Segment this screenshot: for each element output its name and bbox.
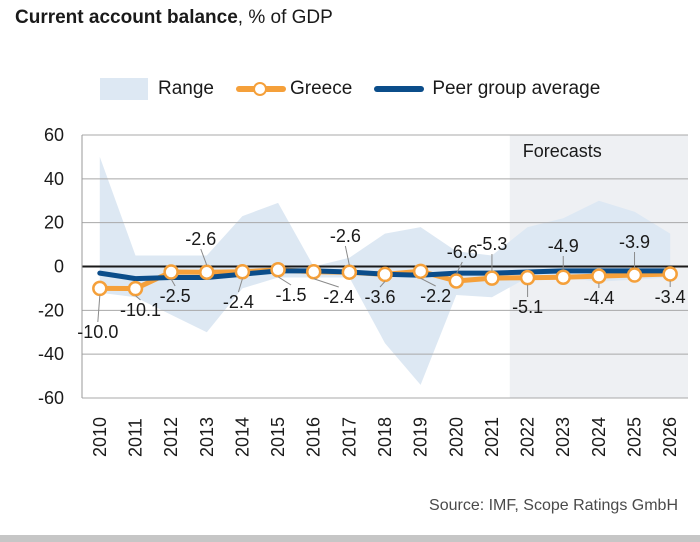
data-label-leader bbox=[344, 245, 350, 266]
data-label-leader bbox=[135, 295, 141, 301]
greece-point bbox=[163, 264, 179, 280]
chart-title-rest: , % of GDP bbox=[237, 7, 333, 28]
x-tick-label: 2025 bbox=[625, 417, 645, 457]
chart-title-bold: Current account balance bbox=[15, 7, 238, 28]
y-tick-label: -40 bbox=[38, 344, 64, 364]
y-tick-label: 60 bbox=[44, 125, 64, 145]
greece-point bbox=[591, 268, 607, 284]
greece-point bbox=[412, 263, 429, 280]
y-tick-label: 20 bbox=[44, 213, 64, 233]
chart-plot: 60 40 20 0 -20 -40 -60 Forecasts 2010 2011 2012 201… bbox=[38, 125, 688, 457]
source-note: Source: IMF, Scope Ratings GmbH bbox=[429, 497, 678, 514]
greece-point bbox=[484, 270, 500, 286]
legend-item-greece: Greece bbox=[236, 78, 352, 100]
y-tick-label: -60 bbox=[38, 388, 64, 408]
data-label-leader bbox=[237, 278, 243, 293]
greece-point bbox=[234, 264, 251, 280]
legend-item-range: Range bbox=[100, 78, 214, 100]
greece-point bbox=[305, 264, 322, 280]
forecast-label: Forecasts bbox=[523, 141, 602, 161]
greece-point bbox=[341, 264, 358, 280]
data-label-leader bbox=[277, 276, 292, 286]
y-tick-label: -20 bbox=[38, 300, 64, 320]
x-tick-label: 2021 bbox=[482, 417, 502, 457]
peer-swatch bbox=[374, 86, 425, 92]
x-tick-label: 2018 bbox=[375, 417, 395, 457]
x-tick-label: 2011 bbox=[125, 418, 145, 457]
greece-point bbox=[626, 267, 643, 283]
legend: Range Greece Peer group average bbox=[100, 74, 622, 104]
x-tick-label: 2020 bbox=[446, 417, 466, 457]
greece-point bbox=[555, 269, 571, 285]
greece-swatch bbox=[236, 78, 286, 100]
x-tick-label: 2023 bbox=[553, 417, 573, 457]
legend-label-range: Range bbox=[158, 78, 214, 99]
x-tick-label: 2010 bbox=[90, 417, 110, 457]
greece-point bbox=[127, 280, 144, 297]
data-label-leader bbox=[97, 295, 101, 323]
greece-data-label: -1.5 bbox=[276, 285, 307, 305]
data-label-leader bbox=[379, 281, 386, 288]
greece-data-label: -2.2 bbox=[420, 286, 451, 306]
greece-data-label: -4.4 bbox=[583, 288, 614, 308]
y-tick-label: 0 bbox=[54, 257, 64, 277]
greece-data-label: -10.1 bbox=[120, 300, 161, 320]
data-label-leader bbox=[200, 248, 208, 266]
greece-data-label: -3.4 bbox=[655, 287, 686, 307]
x-tick-label: 2012 bbox=[161, 417, 181, 457]
x-tick-label: 2016 bbox=[304, 417, 324, 457]
greece-point bbox=[519, 269, 536, 286]
greece-data-label: -2.5 bbox=[160, 286, 191, 306]
x-tick-label: 2013 bbox=[197, 417, 217, 457]
bottom-divider bbox=[0, 535, 700, 542]
legend-item-peer: Peer group average bbox=[374, 78, 600, 100]
greece-data-label: -5.1 bbox=[512, 297, 543, 317]
greece-data-label: -10.0 bbox=[77, 322, 118, 342]
data-label-leader bbox=[420, 277, 436, 287]
greece-data-label: -2.6 bbox=[330, 226, 361, 246]
data-label-leader bbox=[455, 261, 463, 275]
greece-point bbox=[199, 264, 215, 280]
greece-point bbox=[270, 262, 286, 278]
legend-label-greece: Greece bbox=[290, 78, 353, 99]
greece-data-label: -2.4 bbox=[223, 292, 254, 312]
greece-data-label: -5.3 bbox=[476, 234, 507, 254]
x-tick-label: 2026 bbox=[660, 417, 680, 457]
greece-data-label: -3.6 bbox=[364, 287, 395, 307]
chart-title: Current account balance, % of GDP bbox=[15, 7, 333, 29]
x-tick-label: 2017 bbox=[339, 417, 359, 457]
data-label-leader bbox=[170, 278, 176, 287]
greece-point bbox=[448, 273, 465, 289]
x-tick-label: 2022 bbox=[518, 417, 538, 457]
greece-point bbox=[377, 266, 393, 283]
x-tick-label: 2015 bbox=[268, 417, 288, 457]
legend-label-peer: Peer group average bbox=[432, 78, 601, 99]
x-tick-label: 2019 bbox=[411, 417, 431, 457]
greece-data-label: -3.9 bbox=[619, 232, 650, 252]
x-tick-label: 2024 bbox=[589, 417, 609, 457]
greece-data-label: -2.4 bbox=[323, 287, 354, 307]
x-tick-label: 2014 bbox=[232, 417, 252, 457]
y-tick-label: 40 bbox=[44, 169, 64, 189]
greece-data-label: -6.6 bbox=[447, 242, 478, 262]
greece-point bbox=[662, 266, 678, 282]
greece-data-label: -2.6 bbox=[185, 229, 216, 249]
greece-point bbox=[92, 280, 108, 297]
range-swatch bbox=[100, 78, 148, 100]
greece-data-label: -4.9 bbox=[548, 236, 579, 256]
data-label-leader bbox=[313, 278, 339, 288]
